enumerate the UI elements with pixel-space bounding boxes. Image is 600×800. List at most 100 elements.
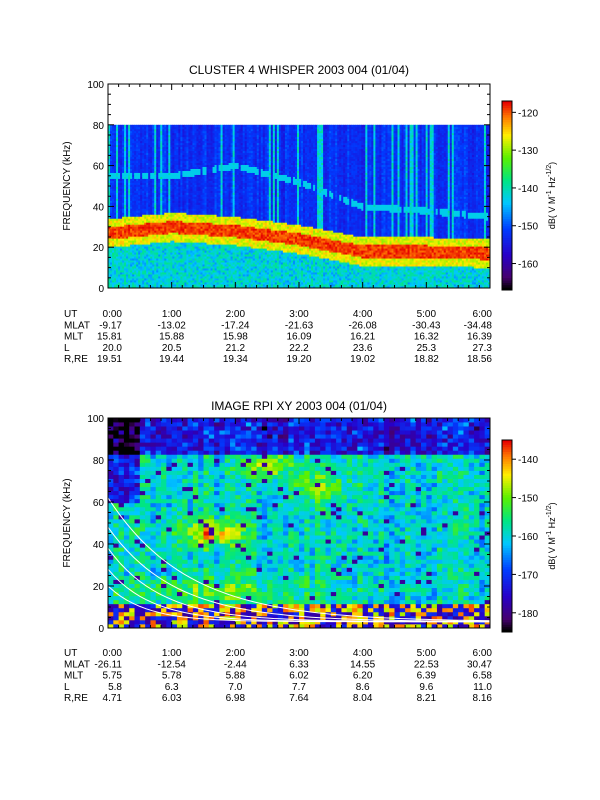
colorbar-segment: [502, 492, 512, 496]
colorbar-segment: [502, 586, 512, 590]
colorbar-segment: [502, 176, 512, 180]
colorbar-segment: [502, 576, 512, 580]
colorbar-segment: [502, 627, 512, 631]
colorbar-segment: [502, 500, 512, 503]
colorbar-segment: [502, 579, 512, 583]
y-tick-label: 0: [98, 284, 104, 295]
colorbar-segment: [502, 207, 512, 211]
colorbar-segment: [502, 183, 512, 187]
colorbar-segment: [502, 480, 512, 484]
colorbar-segment: [502, 233, 512, 237]
colorbar-segment: [502, 238, 512, 241]
ephemeris-value: 14.55: [350, 659, 375, 670]
ephemeris-value: 19.44: [159, 354, 184, 365]
ephemeris-value: 15.88: [159, 332, 184, 343]
colorbar-segment: [502, 454, 512, 458]
colorbar-tick-label: -160: [518, 532, 538, 543]
ephemeris-value: 16.39: [467, 332, 492, 343]
colorbar-segment: [502, 550, 512, 554]
ephemeris-value: 19.02: [350, 354, 375, 365]
colorbar-segment: [502, 171, 512, 175]
colorbar-segment: [502, 245, 512, 248]
colorbar-segment: [502, 131, 512, 135]
colorbar-segment: [502, 136, 512, 140]
colorbar-segment: [502, 476, 512, 479]
ephemeris-row-label: MLT: [64, 332, 83, 343]
colorbar-segment: [502, 254, 512, 258]
ephemeris-value: 6.98: [226, 693, 246, 704]
ephemeris-value: 5:00: [417, 309, 437, 320]
ephemeris-row-label: UT: [64, 648, 77, 659]
colorbar-segment: [502, 256, 512, 260]
ephemeris-table: UT 0:00 1:00 2:00 3:00 4:00 5:00 6:00 MLAT -9.17 -…: [64, 309, 492, 365]
colorbar-segment: [502, 190, 512, 194]
colorbar-frame: [501, 100, 513, 291]
model-curves: [107, 497, 491, 623]
ephemeris-value: -2.44: [224, 659, 247, 670]
colorbar-segment: [502, 512, 512, 515]
ephemeris-value: 5.88: [226, 671, 246, 682]
colorbar-segment: [502, 124, 512, 128]
ephemeris-value: 25.3: [417, 343, 437, 354]
x-axis: [107, 418, 491, 628]
colorbar-segment: [502, 456, 512, 460]
colorbar-segment: [502, 110, 512, 114]
colorbar-segment: [502, 555, 512, 559]
colorbar-segment: [502, 557, 512, 561]
colorbar: -120 -130 -140 -150 -160 dB( V M-1 Hz-1/2): [501, 100, 557, 291]
colorbar-tick-label: -130: [518, 146, 538, 157]
colorbar-segment: [502, 538, 512, 542]
colorbar-segment: [502, 105, 512, 109]
colorbar-segment: [502, 471, 512, 475]
colorbar-segment: [502, 145, 512, 149]
ephemeris-value: 6:00: [473, 309, 493, 320]
colorbar-segment: [502, 528, 512, 532]
colorbar-tick-label: -140: [518, 455, 538, 466]
colorbar-segment: [502, 603, 512, 607]
colorbar-segment: [502, 204, 512, 208]
colorbar-segment: [502, 273, 512, 277]
colorbar-segment: [502, 101, 512, 104]
ephemeris-value: 4.71: [103, 693, 123, 704]
colorbar-segment: [502, 533, 512, 537]
chart-title: CLUSTER 4 WHISPER 2003 004 (01/04): [189, 63, 409, 77]
ephemeris-value: 7.7: [292, 682, 306, 693]
ephemeris-value: 1:00: [162, 309, 182, 320]
ephemeris-value: 8.16: [473, 693, 493, 704]
colorbar-segment: [502, 588, 512, 592]
colorbar-segment: [502, 235, 512, 239]
ephemeris-row-label: UT: [64, 309, 77, 320]
colorbar-segment: [502, 108, 512, 111]
colorbar-segment: [502, 466, 512, 470]
y-tick-label: 60: [93, 498, 105, 509]
colorbar-segment: [502, 598, 512, 602]
colorbar-segment: [502, 473, 512, 477]
ephemeris-value: -9.17: [99, 320, 122, 331]
ephemeris-value: 16.32: [414, 332, 439, 343]
colorbar-segment: [502, 552, 512, 556]
colorbar-segment: [502, 160, 512, 163]
colorbar-tick-label: -140: [518, 184, 538, 195]
ephemeris-value: 18.82: [414, 354, 439, 365]
colorbar-segment: [502, 103, 512, 107]
colorbar-label: dB( V M-1 Hz-1/2): [546, 502, 557, 569]
colorbar-segment: [502, 178, 512, 182]
ephemeris-value: 6.33: [289, 659, 309, 670]
colorbar-segment: [502, 219, 512, 222]
ephemeris-value: 6.02: [289, 671, 309, 682]
ephemeris-value: 5:00: [417, 648, 437, 659]
ephemeris-value: -13.02: [157, 320, 186, 331]
colorbar-segment: [502, 249, 512, 253]
colorbar-segment: [502, 536, 512, 539]
ephemeris-value: 7.0: [228, 682, 242, 693]
colorbar-segment: [502, 115, 512, 119]
spectrogram-1: [108, 124, 491, 289]
y-axis-label: FREQUENCY (kHz): [62, 141, 73, 230]
colorbar-tick-label: -150: [518, 222, 538, 233]
colorbar-segment: [502, 600, 512, 604]
colorbar-segment: [502, 148, 512, 152]
colorbar-segment: [502, 164, 512, 168]
colorbar-segment: [502, 468, 512, 472]
ephemeris-value: 22.2: [289, 343, 309, 354]
